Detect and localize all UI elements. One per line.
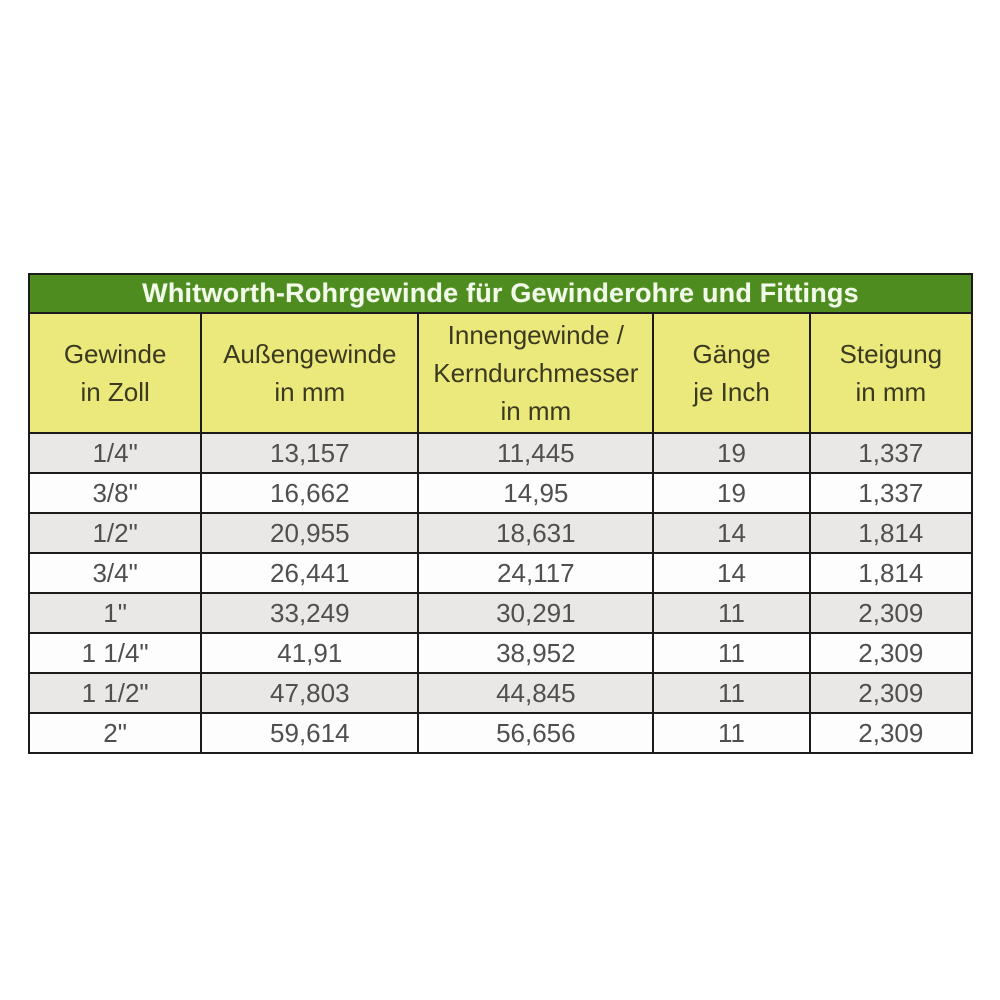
column-header-gewinde-in-zoll: Gewinde in Zoll — [30, 314, 203, 432]
cell-gewinde: 1" — [30, 594, 203, 632]
table-row: 1 1/2" 47,803 44,845 11 2,309 — [30, 674, 971, 714]
cell-gaenge: 11 — [654, 714, 811, 752]
cell-steigung: 1,337 — [858, 437, 924, 468]
column-header-innengewinde-kerndurchmesser-mm: Innengewinde / Kerndurchmesser in mm — [419, 314, 655, 432]
cell-aussengewinde: 47,803 — [202, 674, 420, 712]
table-header-row: Gewinde in Zoll Außengewinde in mm Innen… — [30, 314, 971, 434]
whitworth-thread-table: Whitworth-Rohrgewinde für Gewinderohre u… — [28, 273, 973, 754]
cell-innengewinde: 44,845 — [419, 674, 655, 712]
cell-gaenge: 19 — [654, 434, 811, 472]
cell-gewinde: 1/4" — [30, 434, 203, 472]
cell-innengewinde: 24,117 — [419, 554, 655, 592]
cell-gewinde: 1 1/2" — [30, 674, 203, 712]
cell-gewinde: 1 1/4" — [30, 634, 203, 672]
cell-gewinde: 1/2" — [30, 514, 203, 552]
cell-aussengewinde: 41,91 — [202, 634, 420, 672]
cell-aussengewinde: 16,662 — [202, 474, 420, 512]
cell-steigung: 2,309 — [858, 717, 924, 748]
cell-aussengewinde: 59,614 — [202, 714, 420, 752]
cell-gewinde: 3/4" — [30, 554, 203, 592]
cell-gaenge: 11 — [654, 674, 811, 712]
table-row: 1 1/4" 41,91 38,952 11 2,309 — [30, 634, 971, 674]
cell-gaenge: 11 — [654, 634, 811, 672]
table-row: 3/4" 26,441 24,117 14 1,814 — [30, 554, 971, 594]
cell-innengewinde: 18,631 — [419, 514, 655, 552]
cell-innengewinde: 14,95 — [419, 474, 655, 512]
table-row: 1/2" 20,955 18,631 14 1,814 — [30, 514, 971, 554]
cell-aussengewinde: 26,441 — [202, 554, 420, 592]
cell-gaenge: 11 — [654, 594, 811, 632]
table-row: 2" 59,614 56,656 11 2,309 — [30, 714, 971, 752]
cell-aussengewinde: 20,955 — [202, 514, 420, 552]
cell-steigung: 1,814 — [858, 557, 924, 588]
cell-steigung: 2,309 — [858, 677, 924, 708]
cell-innengewinde: 30,291 — [419, 594, 655, 632]
cell-steigung: 1,814 — [858, 517, 924, 548]
cell-gaenge: 14 — [654, 514, 811, 552]
table-title-bar: Whitworth-Rohrgewinde für Gewinderohre u… — [30, 275, 971, 314]
cell-aussengewinde: 33,249 — [202, 594, 420, 632]
cell-gaenge: 14 — [654, 554, 811, 592]
table-row: 3/8" 16,662 14,95 19 1,337 — [30, 474, 971, 514]
cell-innengewinde: 56,656 — [419, 714, 655, 752]
cell-gewinde: 3/8" — [30, 474, 203, 512]
column-header-steigung-mm: Steigung in mm — [839, 339, 943, 407]
cell-aussengewinde: 13,157 — [202, 434, 420, 472]
table-row: 1/4" 13,157 11,445 19 1,337 — [30, 434, 971, 474]
cell-innengewinde: 11,445 — [419, 434, 655, 472]
table-title: Whitworth-Rohrgewinde für Gewinderohre u… — [142, 278, 859, 308]
cell-gaenge: 19 — [654, 474, 811, 512]
column-header-gaenge-je-inch: Gänge je Inch — [654, 314, 811, 432]
cell-steigung: 1,337 — [858, 477, 924, 508]
cell-steigung: 2,309 — [858, 637, 924, 668]
column-header-aussengewinde-mm: Außengewinde in mm — [202, 314, 420, 432]
table-row: 1" 33,249 30,291 11 2,309 — [30, 594, 971, 634]
cell-steigung: 2,309 — [858, 597, 924, 628]
cell-innengewinde: 38,952 — [419, 634, 655, 672]
cell-gewinde: 2" — [30, 714, 203, 752]
